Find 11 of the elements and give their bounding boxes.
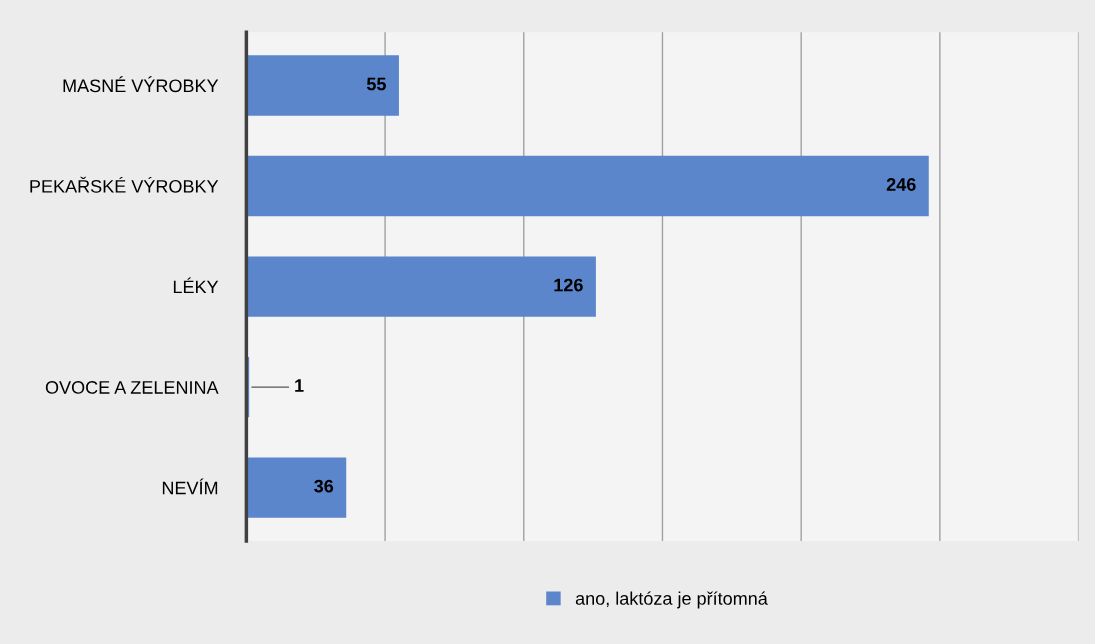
y-tick-label: OVOCE A ZELENINA bbox=[45, 381, 219, 394]
data-label: 1 bbox=[295, 379, 304, 392]
y-tick-label: LÉKY bbox=[173, 277, 219, 294]
data-label: 246 bbox=[886, 178, 916, 191]
y-tick-label: NEVÍM bbox=[162, 478, 218, 495]
legend-label: ano, laktóza je přítomná bbox=[575, 591, 768, 609]
y-tick-label: MASNÉ VÝROBKY bbox=[63, 76, 219, 93]
data-label: 36 bbox=[314, 479, 334, 493]
data-label: 126 bbox=[554, 278, 583, 292]
y-tick-label: PEKAŘSKÉ VÝROBKY bbox=[30, 176, 219, 193]
data-label: 55 bbox=[366, 77, 386, 91]
